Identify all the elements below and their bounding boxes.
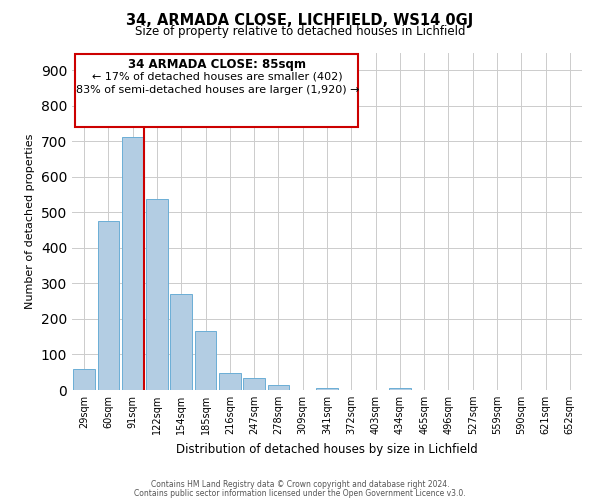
Bar [194,330,217,390]
FancyBboxPatch shape [74,54,358,127]
Bar [243,378,265,390]
Y-axis label: Number of detached properties: Number of detached properties [25,134,35,309]
Text: 34 ARMADA CLOSE: 85sqm: 34 ARMADA CLOSE: 85sqm [128,58,307,70]
Bar [97,221,119,390]
Bar [122,138,143,390]
Bar [73,368,95,390]
Bar [389,388,411,390]
Bar [219,374,241,390]
Bar [316,388,338,390]
Bar [170,294,192,390]
Bar [146,199,168,390]
Text: Size of property relative to detached houses in Lichfield: Size of property relative to detached ho… [135,25,465,38]
Bar [268,385,289,390]
X-axis label: Distribution of detached houses by size in Lichfield: Distribution of detached houses by size … [176,442,478,456]
Text: Contains public sector information licensed under the Open Government Licence v3: Contains public sector information licen… [134,488,466,498]
Text: 34, ARMADA CLOSE, LICHFIELD, WS14 0GJ: 34, ARMADA CLOSE, LICHFIELD, WS14 0GJ [127,12,473,28]
Text: ← 17% of detached houses are smaller (402): ← 17% of detached houses are smaller (40… [92,71,343,81]
Text: 83% of semi-detached houses are larger (1,920) →: 83% of semi-detached houses are larger (… [76,84,359,94]
Text: Contains HM Land Registry data © Crown copyright and database right 2024.: Contains HM Land Registry data © Crown c… [151,480,449,489]
